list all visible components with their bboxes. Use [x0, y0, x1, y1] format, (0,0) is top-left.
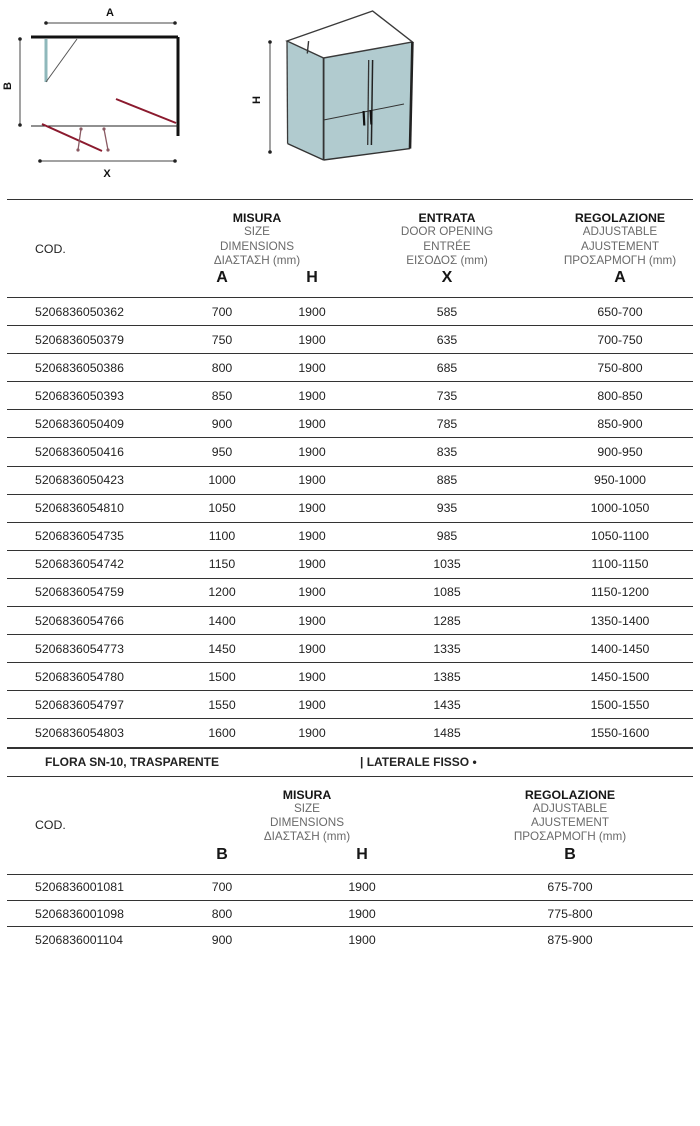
- svg-text:X: X: [103, 168, 111, 180]
- svg-text:A: A: [106, 7, 114, 19]
- svg-text:H: H: [251, 96, 263, 104]
- svg-text:B: B: [2, 82, 14, 90]
